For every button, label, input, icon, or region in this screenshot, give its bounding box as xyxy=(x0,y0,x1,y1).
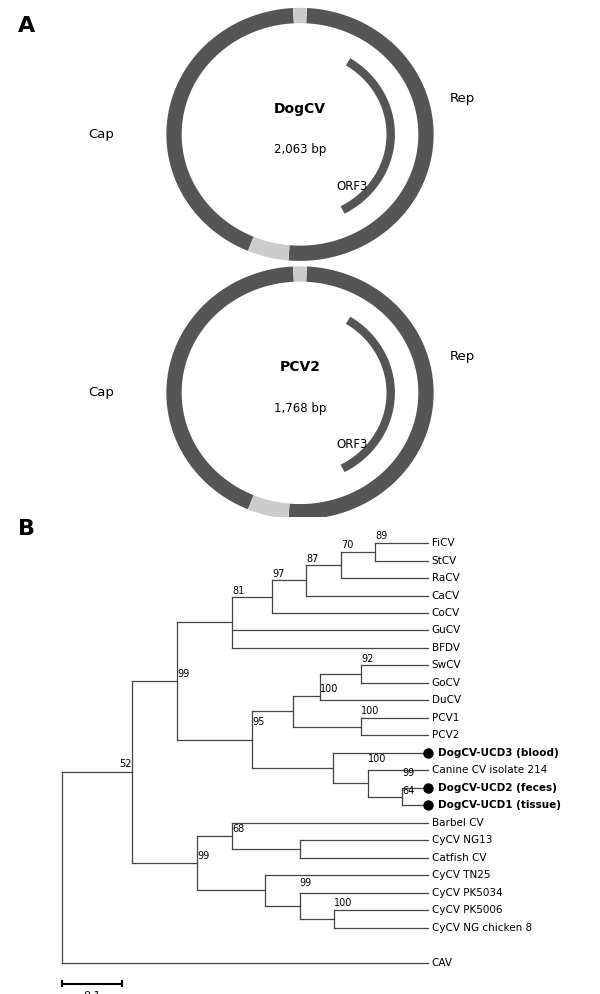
Text: DogCV-UCD1 (tissue): DogCV-UCD1 (tissue) xyxy=(439,800,562,810)
Text: Rep: Rep xyxy=(450,350,475,363)
Text: DogCV-UCD2 (feces): DogCV-UCD2 (feces) xyxy=(439,782,557,793)
Text: 99: 99 xyxy=(300,879,312,889)
Text: DuCV: DuCV xyxy=(432,696,461,706)
Text: 87: 87 xyxy=(307,554,319,564)
Text: Catfish CV: Catfish CV xyxy=(432,853,486,863)
Text: 95: 95 xyxy=(252,718,265,728)
Text: Cap: Cap xyxy=(88,387,114,400)
Text: PCV2: PCV2 xyxy=(432,731,459,741)
Text: 81: 81 xyxy=(232,585,244,595)
Text: 1,768 bp: 1,768 bp xyxy=(274,402,326,414)
Text: CoCV: CoCV xyxy=(432,608,460,618)
Text: 99: 99 xyxy=(197,851,210,861)
Text: 99: 99 xyxy=(177,669,189,680)
Text: CyCV PK5034: CyCV PK5034 xyxy=(432,888,502,898)
Text: DogCV-UCD3 (blood): DogCV-UCD3 (blood) xyxy=(439,747,559,757)
Text: Rep: Rep xyxy=(450,91,475,104)
Text: 89: 89 xyxy=(376,531,388,541)
Text: ORF3: ORF3 xyxy=(336,180,367,193)
Text: B: B xyxy=(18,519,35,540)
Text: 64: 64 xyxy=(402,785,415,795)
Text: 68: 68 xyxy=(232,824,244,834)
Text: GoCV: GoCV xyxy=(432,678,461,688)
Text: 0.1: 0.1 xyxy=(83,991,101,994)
Text: StCV: StCV xyxy=(432,556,457,566)
Text: A: A xyxy=(18,16,35,36)
Text: 99: 99 xyxy=(402,768,415,778)
Text: ORF3: ORF3 xyxy=(336,438,367,451)
Text: 2,063 bp: 2,063 bp xyxy=(274,143,326,156)
Text: CyCV PK5006: CyCV PK5006 xyxy=(432,906,502,915)
Text: Canine CV isolate 214: Canine CV isolate 214 xyxy=(432,765,547,775)
Text: 97: 97 xyxy=(272,569,284,579)
Text: DogCV: DogCV xyxy=(274,101,326,115)
Text: 100: 100 xyxy=(368,754,386,764)
Text: CyCV NG13: CyCV NG13 xyxy=(432,835,492,845)
Text: 52: 52 xyxy=(119,759,131,769)
Text: CAV: CAV xyxy=(432,957,453,967)
Text: PCV1: PCV1 xyxy=(432,713,459,723)
Text: SwCV: SwCV xyxy=(432,660,461,670)
Text: CaCV: CaCV xyxy=(432,590,460,600)
Text: RaCV: RaCV xyxy=(432,574,460,583)
Text: FiCV: FiCV xyxy=(432,538,454,548)
Text: 100: 100 xyxy=(334,899,353,909)
Text: 92: 92 xyxy=(361,654,373,664)
Text: 100: 100 xyxy=(361,706,379,716)
Text: PCV2: PCV2 xyxy=(280,360,320,374)
Text: CyCV NG chicken 8: CyCV NG chicken 8 xyxy=(432,922,532,932)
Text: 100: 100 xyxy=(320,684,338,694)
Text: GuCV: GuCV xyxy=(432,625,461,635)
Text: Barbel CV: Barbel CV xyxy=(432,818,484,828)
Text: BFDV: BFDV xyxy=(432,643,460,653)
Text: Cap: Cap xyxy=(88,128,114,141)
Text: 70: 70 xyxy=(341,540,353,550)
Text: CyCV TN25: CyCV TN25 xyxy=(432,870,490,880)
